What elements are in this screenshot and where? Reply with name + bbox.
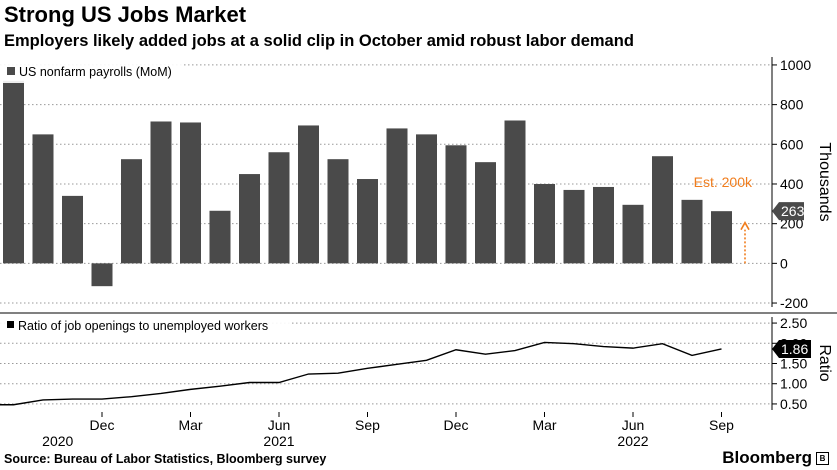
x-tick-label: Mar <box>178 417 202 433</box>
payroll-bar <box>593 186 614 264</box>
bloomberg-mark-icon: B <box>816 451 829 465</box>
payroll-bar <box>327 159 349 264</box>
payroll-bar <box>711 211 732 264</box>
legend-swatch <box>7 67 15 75</box>
payroll-bar <box>32 134 54 264</box>
y-tick-label: 600 <box>780 136 804 152</box>
x-tick-label: Dec <box>90 417 115 433</box>
payroll-bar <box>91 263 113 287</box>
payroll-bar <box>150 121 172 264</box>
payroll-bar <box>622 204 644 264</box>
payroll-bar <box>504 120 526 264</box>
legend-box <box>0 61 182 83</box>
y-axis-title: Thousands <box>816 142 833 221</box>
last-value-label: 263 <box>781 203 805 219</box>
payroll-bar <box>268 152 290 264</box>
x-tick-label: Sep <box>709 417 734 433</box>
legend-swatch <box>7 321 14 328</box>
payroll-bar <box>386 128 408 264</box>
x-tick-label: Mar <box>532 417 556 433</box>
x-tick-label: Jun <box>622 417 645 433</box>
brand-name: Bloomberg <box>722 448 812 467</box>
payroll-bar <box>239 174 260 264</box>
ratio-line <box>0 341 722 406</box>
last-value-badge <box>772 202 804 221</box>
payroll-bar <box>534 183 555 264</box>
last-value-label: 1.86 <box>781 341 808 357</box>
payroll-bar <box>681 199 703 264</box>
x-year-label: 2021 <box>263 433 294 449</box>
chart-subtitle: Employers likely added jobs at a solid c… <box>4 32 634 50</box>
payroll-bar <box>209 210 231 264</box>
x-tick-label: Dec <box>444 417 469 433</box>
x-tick-label: Jun <box>268 417 291 433</box>
x-year-label: 2022 <box>617 433 648 449</box>
y-tick-label: 0 <box>780 255 788 271</box>
y-tick-label: 0.50 <box>780 396 807 412</box>
chart-title: Strong US Jobs Market <box>4 2 247 27</box>
legend-label: US nonfarm payrolls (MoM) <box>19 65 172 79</box>
y-tick-label: 1.50 <box>780 356 807 372</box>
payroll-bar <box>121 159 142 264</box>
y-tick-label: 1.00 <box>780 376 807 392</box>
source-note: Source: Bureau of Labor Statistics, Bloo… <box>4 452 327 466</box>
payroll-bar <box>416 134 437 264</box>
y-tick-label: -200 <box>780 295 808 311</box>
payroll-bar <box>3 80 24 264</box>
x-year-label: 2020 <box>42 433 73 449</box>
payroll-bar <box>298 125 319 264</box>
payroll-bar <box>445 145 467 264</box>
y-tick-label: 1000 <box>780 57 811 73</box>
payroll-bar <box>62 195 83 264</box>
legend-box <box>0 316 290 336</box>
x-tick-label: Sep <box>355 417 380 433</box>
legend-label: Ratio of job openings to unemployed work… <box>18 319 268 333</box>
y-tick-label: 800 <box>780 97 804 113</box>
last-value-badge <box>772 339 811 358</box>
estimate-arrowhead <box>740 221 750 231</box>
payroll-bar <box>652 156 673 264</box>
y-tick-label: 2.50 <box>780 315 807 331</box>
payroll-bar <box>563 189 585 264</box>
estimate-label: Est. 200k <box>694 174 753 190</box>
y-tick-label: 400 <box>780 176 804 192</box>
payroll-bar <box>475 162 496 264</box>
payroll-bar <box>357 179 378 264</box>
payroll-bar <box>180 122 201 264</box>
bloomberg-logo: Bloomberg B <box>722 448 829 468</box>
y-axis-title: Ratio <box>816 344 833 381</box>
